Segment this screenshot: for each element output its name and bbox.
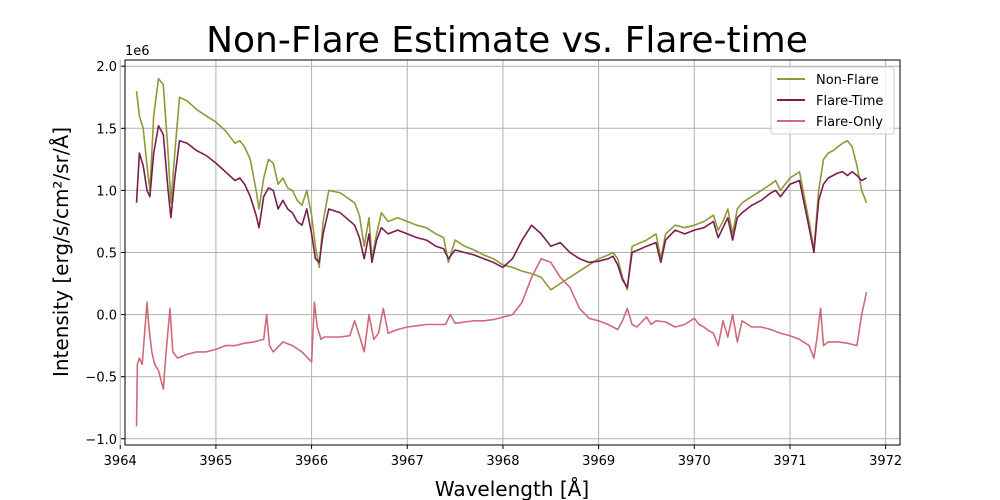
series-line-flare-time <box>135 125 867 289</box>
y-tick-label: 2.0 <box>96 60 117 75</box>
x-tick-label: 3964 <box>104 454 137 469</box>
x-tick-label: 3971 <box>773 454 806 469</box>
legend-label: Non-Flare <box>816 73 879 88</box>
x-tick-label: 3972 <box>869 454 902 469</box>
legend-label: Flare-Only <box>816 115 883 130</box>
series-lines <box>135 77 868 427</box>
x-tick-label: 3968 <box>486 454 519 469</box>
legend: Non-Flare Flare-Time Flare-Only <box>770 66 895 135</box>
y-tick-label: −0.5 <box>85 371 117 386</box>
legend-label: Flare-Time <box>816 94 883 109</box>
y-tick-label: 0.5 <box>96 247 117 262</box>
y-tick-label: −1.0 <box>85 433 117 448</box>
x-tick-label: 3969 <box>582 454 615 469</box>
x-tick-label: 3965 <box>199 454 232 469</box>
x-tick-label: 3966 <box>295 454 328 469</box>
x-axis-label: Wavelength [Å] <box>435 477 589 500</box>
y-offset-label: 1e6 <box>125 44 150 59</box>
y-tick-label: 1.0 <box>96 184 117 199</box>
legend-box <box>770 66 895 135</box>
series-line-flare-only <box>135 257 868 427</box>
y-tick-label: 0.0 <box>96 309 117 324</box>
grid <box>119 60 900 445</box>
axis-ticks: 3964 3965 3966 3967 3968 3969 3970 3971 3972 −1.0… <box>85 60 902 469</box>
series-line-non-flare <box>135 77 868 291</box>
x-tick-label: 3967 <box>391 454 424 469</box>
y-tick-label: 1.5 <box>96 122 117 137</box>
y-axis-label: Intensity [erg/s/cm²/sr/Å] <box>49 127 73 377</box>
chart-title: Non-Flare Estimate vs. Flare-time <box>206 20 808 61</box>
x-tick-label: 3970 <box>678 454 711 469</box>
